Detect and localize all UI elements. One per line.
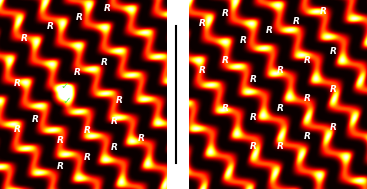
Text: R: R — [110, 143, 117, 152]
Text: R: R — [199, 19, 206, 28]
Text: R: R — [21, 34, 27, 43]
Text: R: R — [104, 4, 111, 12]
Text: R: R — [84, 153, 91, 162]
Text: R: R — [277, 66, 284, 75]
Text: R: R — [222, 104, 229, 113]
Text: R: R — [110, 117, 117, 126]
Text: R: R — [240, 36, 246, 45]
Text: R: R — [222, 57, 229, 65]
Text: R: R — [330, 123, 337, 132]
Text: R: R — [14, 125, 21, 133]
Text: R: R — [250, 113, 257, 122]
Text: R: R — [304, 57, 310, 65]
Text: R: R — [330, 47, 337, 56]
Text: R: R — [101, 58, 108, 67]
Text: R: R — [57, 136, 64, 145]
Text: R: R — [32, 115, 39, 124]
Text: R: R — [266, 26, 273, 35]
Text: R: R — [222, 9, 229, 18]
Text: R: R — [330, 85, 337, 94]
Text: R: R — [304, 132, 310, 141]
Text: R: R — [250, 75, 257, 84]
Text: R: R — [277, 142, 284, 150]
Text: ✓: ✓ — [62, 96, 71, 106]
Text: R: R — [116, 96, 123, 105]
Text: R: R — [199, 66, 206, 75]
Text: R: R — [137, 134, 144, 143]
Text: R: R — [293, 17, 300, 26]
Text: R: R — [57, 162, 64, 171]
Text: R: R — [74, 68, 81, 77]
Text: R: R — [84, 126, 91, 135]
Text: R: R — [76, 13, 83, 22]
Text: R: R — [14, 79, 21, 88]
Text: R: R — [277, 104, 284, 113]
Text: ✓: ✓ — [61, 81, 69, 91]
Text: R: R — [320, 7, 326, 16]
Text: R: R — [47, 22, 54, 31]
Text: R: R — [304, 94, 310, 103]
Text: R: R — [250, 142, 257, 150]
